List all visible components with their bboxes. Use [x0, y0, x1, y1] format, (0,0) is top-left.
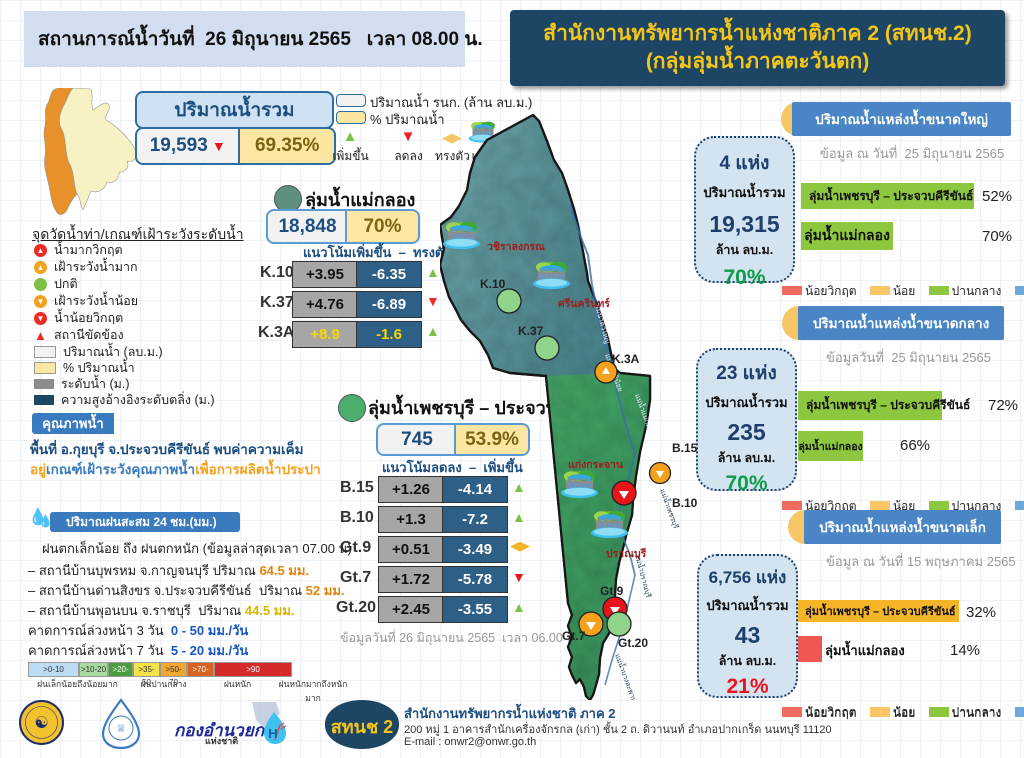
svg-text:Gt.20: Gt.20 [618, 636, 648, 650]
svg-text:Gt.9: Gt.9 [600, 584, 624, 598]
svg-text:H: H [268, 726, 277, 741]
svg-text:☯: ☯ [34, 715, 48, 732]
svg-text:แม่น้ำบางสะพาน: แม่น้ำบางสะพาน [613, 652, 641, 700]
svg-text:B.15: B.15 [672, 441, 698, 455]
svg-text:ปราณบุรี: ปราณบุรี [606, 547, 647, 561]
svg-text:K.37: K.37 [518, 324, 544, 338]
svg-text:ศรีนครินทร์: ศรีนครินทร์ [558, 297, 610, 310]
svg-text:K.10: K.10 [480, 277, 506, 291]
svg-text:วชิราลงกรณ: วชิราลงกรณ [487, 241, 545, 253]
svg-text:♕: ♕ [116, 723, 126, 735]
svg-text:Gt.7: Gt.7 [562, 629, 586, 643]
svg-text:B.10: B.10 [672, 496, 698, 510]
svg-text:K.3A: K.3A [612, 352, 640, 366]
svg-text:แก่งกระจาน: แก่งกระจาน [568, 459, 624, 471]
